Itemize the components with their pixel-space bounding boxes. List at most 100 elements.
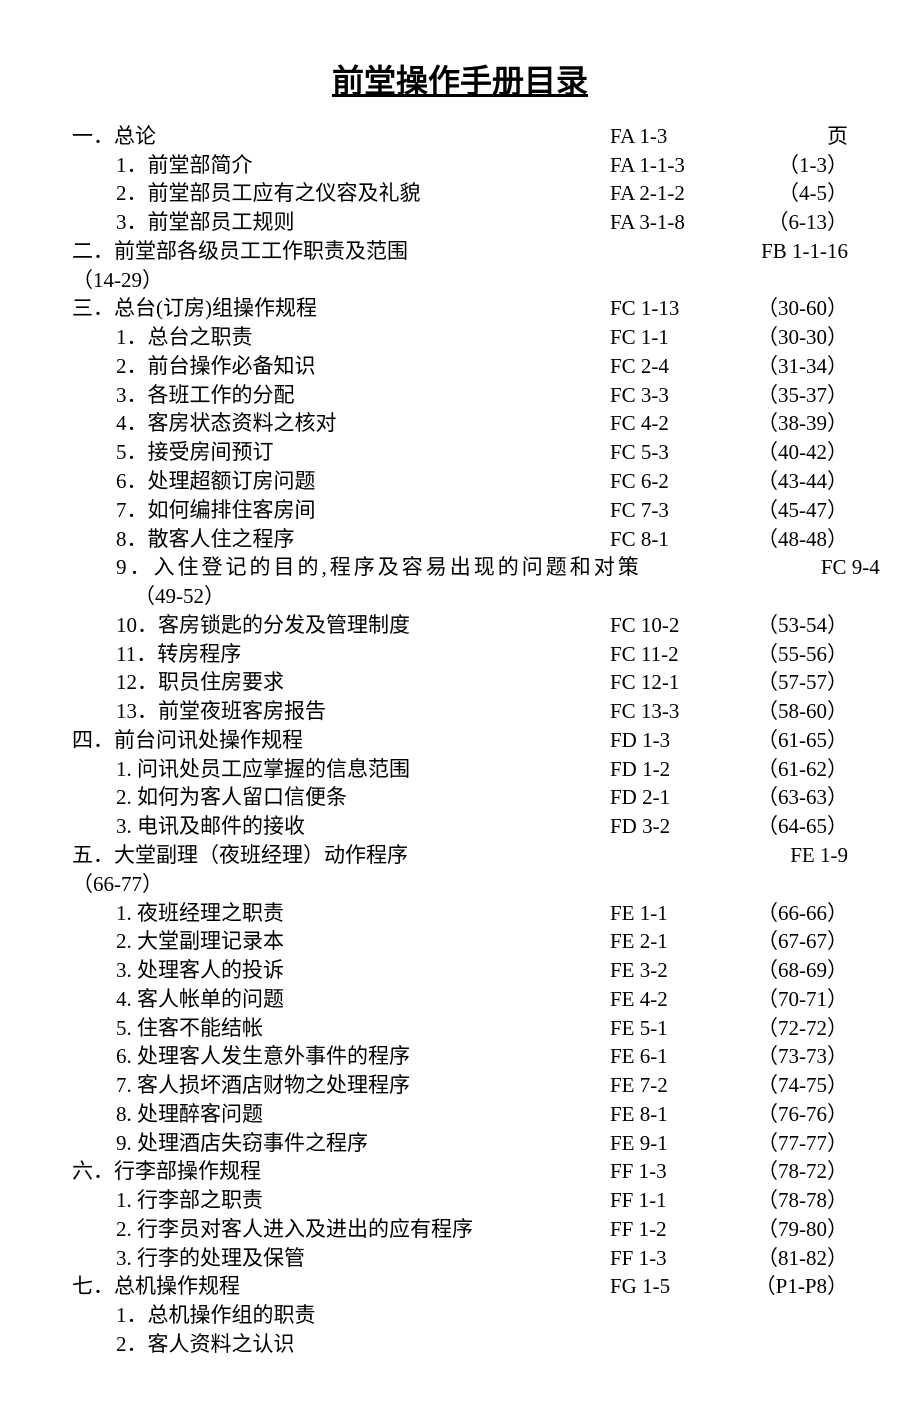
toc-code: FE 1-1: [610, 899, 738, 928]
toc-page: （77-77）: [738, 1129, 848, 1158]
toc-code: FE 5-1: [610, 1014, 738, 1043]
toc-label: 1. 行李部之职责: [116, 1186, 263, 1215]
toc-page: （64-65）: [738, 812, 848, 841]
toc-label: 七．总机操作规程: [72, 1272, 240, 1301]
toc-code: FC 12-1: [610, 668, 738, 697]
toc-row: 9. 处理酒店失窃事件之程序FE 9-1（77-77）: [72, 1129, 848, 1158]
toc-label: 2．客人资料之认识: [116, 1330, 295, 1359]
toc-row: 5．接受房间预订 FC 5-3（40-42）: [72, 438, 848, 467]
toc-label: 四．前台问讯处操作规程: [72, 726, 303, 755]
toc-label: 2. 大堂副理记录本: [116, 927, 284, 956]
toc-row: 4．客房状态资料之核对 FC 4-2（38-39）: [72, 409, 848, 438]
toc-page: （57-57）: [738, 668, 848, 697]
toc-row: 10．客房锁匙的分发及管理制度FC 10-2（53-54）: [72, 611, 848, 640]
toc-row: 1. 夜班经理之职责 FE 1-1（66-66）: [72, 899, 848, 928]
toc-label: 1．总机操作组的职责: [116, 1301, 316, 1330]
toc-row: 5. 住客不能结帐 FE 5-1（72-72）: [72, 1014, 848, 1043]
toc-label: 6. 处理客人发生意外事件的程序: [116, 1042, 410, 1071]
toc-code: FD 1-2: [610, 755, 738, 784]
toc-label: 13．前堂夜班客房报告: [116, 697, 326, 726]
toc-label: 5．接受房间预订: [116, 438, 274, 467]
toc-row: 七．总机操作规程FG 1-5（P1-P8）: [72, 1272, 848, 1301]
toc-label: 二．前堂部各级员工工作职责及范围: [72, 237, 408, 266]
toc-row: 3. 电讯及邮件的接收FD 3-2（64-65）: [72, 812, 848, 841]
toc-row: 一．总论FA 1-3页: [72, 122, 848, 151]
toc-page: 页: [738, 122, 848, 151]
toc-page: （35-37）: [738, 381, 848, 410]
toc-label: 1. 夜班经理之职责: [116, 899, 284, 928]
toc-page: （72-72）: [738, 1014, 848, 1043]
toc-label: 7. 客人损坏酒店财物之处理程序: [116, 1071, 410, 1100]
toc-label: 3．各班工作的分配: [116, 381, 295, 410]
toc-row: 2. 如何为客人留口信便条FD 2-1（63-63）: [72, 783, 848, 812]
toc-page: （1-3）: [738, 151, 848, 180]
toc-page: （40-42）: [738, 438, 848, 467]
toc-row: 3．前堂部员工规则FA 3-1-8（6-13）: [72, 208, 848, 237]
toc-code: FE 7-2: [610, 1071, 738, 1100]
toc-row: 7．如何编排住客房间FC 7-3（45-47）: [72, 496, 848, 525]
toc-page: （30-30）: [738, 323, 848, 352]
toc-label: 3. 行李的处理及保管: [116, 1244, 305, 1273]
toc-code: FC 1-13: [610, 294, 738, 323]
toc-label: 11．转房程序: [116, 640, 241, 669]
toc-label: 三．总台(订房)组操作规程: [72, 294, 317, 323]
toc-code: FA 1-1-3: [610, 151, 738, 180]
toc-code: FC 3-3: [610, 381, 738, 410]
toc-row: 6．处理超额订房问题FC 6-2（43-44）: [72, 467, 848, 496]
toc-label: 2．前台操作必备知识: [116, 352, 316, 381]
toc-label: 五．大堂副理（夜班经理）动作程序: [72, 841, 408, 870]
toc-code: FC 5-3: [610, 438, 738, 467]
toc-label: 5. 住客不能结帐: [116, 1014, 263, 1043]
toc-page: （31-34）: [738, 352, 848, 381]
toc-page: （78-72）: [738, 1157, 848, 1186]
toc-page: （61-65）: [738, 726, 848, 755]
toc-label: 一．总论: [72, 122, 156, 151]
toc-code: FA 2-1-2: [610, 179, 738, 208]
toc-label: 4. 客人帐单的问题: [116, 985, 284, 1014]
toc-label: 4．客房状态资料之核对: [116, 409, 337, 438]
toc-code: FC 10-2: [610, 611, 738, 640]
toc-code: FD 3-2: [610, 812, 738, 841]
table-of-contents: 一．总论FA 1-3页1．前堂部简介 FA 1-1-3（1-3） 2．前堂部员工应有…: [72, 122, 848, 1359]
toc-row: 3. 行李的处理及保管FF 1-3（81-82）: [72, 1244, 848, 1273]
toc-label: 2．前堂部员工应有之仪容及礼貌: [116, 179, 421, 208]
toc-label: 2. 行李员对客人进入及进出的应有程序: [116, 1215, 473, 1244]
toc-code: FC 1-1: [610, 323, 738, 352]
toc-label: 1．前堂部简介: [116, 151, 253, 180]
toc-row: 2．客人资料之认识: [72, 1330, 848, 1359]
toc-page: （38-39）: [738, 409, 848, 438]
toc-page: （58-60）: [738, 697, 848, 726]
toc-label: 1. 问讯处员工应掌握的信息范围: [116, 755, 410, 784]
toc-label: 10．客房锁匙的分发及管理制度: [116, 611, 410, 640]
toc-code: FF 1-3: [610, 1157, 738, 1186]
toc-row: 2. 行李员对客人进入及进出的应有程序FF 1-2（79-80）: [72, 1215, 848, 1244]
toc-page: （45-47）: [738, 496, 848, 525]
toc-code: FC 4-2: [610, 409, 738, 438]
toc-code: FD 2-1: [610, 783, 738, 812]
toc-code: FE 2-1: [610, 927, 738, 956]
toc-page: （78-78）: [738, 1186, 848, 1215]
toc-label: 8. 处理醉客问题: [116, 1100, 263, 1129]
toc-code: FC 13-3: [610, 697, 738, 726]
toc-page: （43-44）: [738, 467, 848, 496]
toc-page: （68-69）: [738, 956, 848, 985]
toc-label: 6．处理超额订房问题: [116, 467, 316, 496]
toc-row: 7. 客人损坏酒店财物之处理程序FE 7-2（74-75）: [72, 1071, 848, 1100]
toc-page: FB 1-1-16: [738, 237, 848, 266]
toc-page: （67-67）: [738, 927, 848, 956]
toc-label: 1．总台之职责: [116, 323, 253, 352]
toc-code: FC 7-3: [610, 496, 738, 525]
toc-row: 9．入住登记的目的,程序及容易出现的问题和对策FC 9-4: [72, 553, 848, 582]
toc-code: FD 1-3: [596, 726, 738, 755]
toc-code: FC 11-2: [610, 640, 738, 669]
toc-row: 11．转房程序FC 11-2（55-56）: [72, 640, 848, 669]
toc-row: 六．行李部操作规程FF 1-3（78-72）: [72, 1157, 848, 1186]
toc-page: （P1-P8）: [738, 1272, 848, 1301]
toc-label: 9. 处理酒店失窃事件之程序: [116, 1129, 368, 1158]
toc-label: 2. 如何为客人留口信便条: [116, 783, 347, 812]
toc-row: 二．前堂部各级员工工作职责及范围 FB 1-1-16: [72, 237, 848, 266]
toc-page: （30-60）: [738, 294, 848, 323]
toc-page: （66-66）: [738, 899, 848, 928]
toc-code: FE 6-1: [610, 1042, 738, 1071]
toc-page: FC 9-4: [770, 553, 880, 582]
